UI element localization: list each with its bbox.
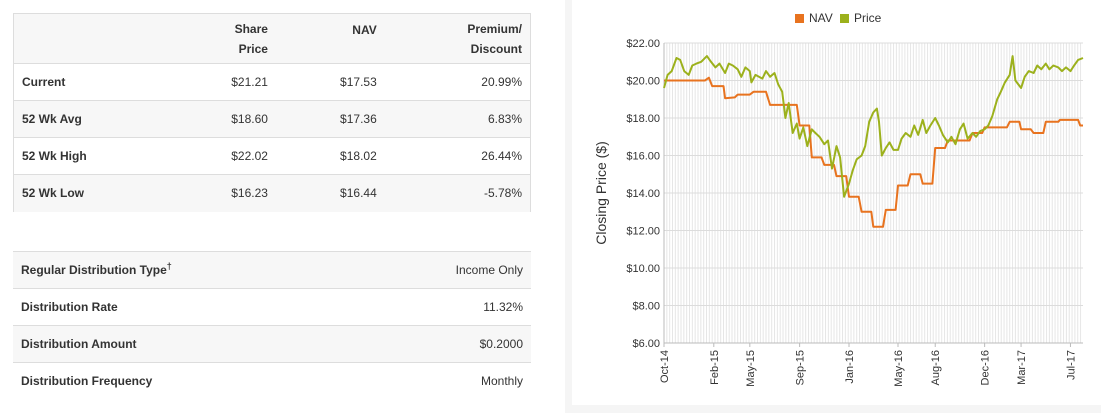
y-tick-label: $12.00 bbox=[626, 226, 660, 238]
y-tick-label: $6.00 bbox=[632, 338, 660, 350]
y-axis: $6.00 $8.00 $10.00 $12.00 $14.00 $16.00 $18.00… bbox=[626, 38, 665, 350]
distribution-frequency-value: Monthly bbox=[358, 362, 531, 400]
premium-value: 20.99% bbox=[384, 63, 531, 101]
x-tick-label: Dec-16 bbox=[980, 350, 992, 385]
row-label: Distribution Frequency bbox=[13, 362, 359, 400]
nav-value: $17.36 bbox=[277, 100, 385, 138]
share-price-value: $22.02 bbox=[133, 137, 278, 175]
header-share-price: Share Price bbox=[133, 13, 278, 64]
y-tick-label: $8.00 bbox=[632, 301, 660, 313]
distribution-table: Regular Distribution Type† Income Only D… bbox=[13, 251, 531, 400]
row-label: Regular Distribution Type† bbox=[13, 251, 359, 289]
series-line-nav bbox=[664, 76, 1083, 228]
dagger-footnote-mark: † bbox=[166, 261, 172, 271]
y-tick-label: $18.00 bbox=[626, 113, 660, 125]
share-price-value: $16.23 bbox=[133, 174, 278, 212]
x-tick-label: Jul-17 bbox=[1065, 350, 1077, 380]
table-row: 52 Wk Low $16.23 $16.44 -5.78% bbox=[13, 174, 531, 212]
price-table: Share Price NAV Premium/Discount Current … bbox=[13, 13, 531, 212]
x-axis: Oct-14 Feb-15 May-15 Sep-15 Jan-16 May-16 Aug-… bbox=[659, 342, 1083, 387]
header-label-col bbox=[13, 13, 134, 64]
premium-value: 6.83% bbox=[384, 100, 531, 138]
nav-value: $16.44 bbox=[277, 174, 385, 212]
y-tick-label: $16.00 bbox=[626, 151, 660, 163]
table-row: 52 Wk Avg $18.60 $17.36 6.83% bbox=[13, 100, 531, 138]
x-tick-label: Aug-16 bbox=[930, 350, 942, 385]
legend-swatch-price bbox=[840, 14, 849, 23]
series-line-price bbox=[663, 55, 1084, 198]
y-tick-label: $20.00 bbox=[626, 76, 660, 88]
x-tick-label: Oct-14 bbox=[659, 350, 671, 383]
distribution-rate-value: 11.32% bbox=[358, 288, 531, 326]
price-nav-chart: $6.00 $8.00 $10.00 $12.00 $14.00 $16.00 $18.00… bbox=[593, 11, 1084, 387]
share-price-value: $18.60 bbox=[133, 100, 278, 138]
header-nav: NAV bbox=[277, 13, 385, 64]
table-row: 52 Wk High $22.02 $18.02 26.44% bbox=[13, 137, 531, 175]
nav-value: $17.53 bbox=[277, 63, 385, 101]
table-row: Current $21.21 $17.53 20.99% bbox=[13, 63, 531, 101]
series-lines bbox=[663, 55, 1084, 228]
premium-value: 26.44% bbox=[384, 137, 531, 175]
table-row: Distribution Amount $0.2000 bbox=[13, 325, 531, 363]
x-tick-label: Feb-15 bbox=[709, 350, 721, 385]
y-tick-label: $10.00 bbox=[626, 263, 660, 275]
row-label: Distribution Rate bbox=[13, 288, 359, 326]
header-premium-discount: Premium/Discount bbox=[384, 13, 531, 64]
table-row: Distribution Rate 11.32% bbox=[13, 288, 531, 326]
row-label: 52 Wk High bbox=[13, 137, 134, 175]
row-label: 52 Wk Avg bbox=[13, 100, 134, 138]
y-axis-label: Closing Price ($) bbox=[593, 141, 609, 244]
x-tick-label: May-15 bbox=[745, 350, 757, 387]
x-tick-label: Mar-17 bbox=[1016, 350, 1028, 385]
row-label: 52 Wk Low bbox=[13, 174, 134, 212]
table-row: Distribution Frequency Monthly bbox=[13, 362, 531, 400]
x-tick-label: Jan-16 bbox=[844, 350, 856, 384]
row-label: Distribution Amount bbox=[13, 325, 359, 363]
chart-panel: $6.00 $8.00 $10.00 $12.00 $14.00 $16.00 $18.00… bbox=[565, 0, 1101, 413]
legend[interactable]: NAV Price bbox=[795, 11, 882, 25]
legend-swatch-nav bbox=[795, 14, 804, 23]
x-tick-label: Sep-15 bbox=[795, 350, 807, 385]
y-tick-label: $14.00 bbox=[626, 188, 660, 200]
distribution-type-value: Income Only bbox=[358, 251, 531, 289]
price-table-header-row: Share Price NAV Premium/Discount bbox=[13, 13, 531, 64]
share-price-value: $21.21 bbox=[133, 63, 278, 101]
row-label: Current bbox=[13, 63, 134, 101]
premium-value: -5.78% bbox=[384, 174, 531, 212]
nav-value: $18.02 bbox=[277, 137, 385, 175]
y-tick-label: $22.00 bbox=[626, 38, 660, 50]
fund-data-panel: Share Price NAV Premium/Discount Current … bbox=[13, 13, 531, 400]
table-row: Regular Distribution Type† Income Only bbox=[13, 251, 531, 289]
x-tick-label: May-16 bbox=[893, 350, 905, 387]
legend-label-price[interactable]: Price bbox=[854, 11, 882, 25]
legend-label-nav[interactable]: NAV bbox=[809, 11, 833, 25]
distribution-amount-value: $0.2000 bbox=[358, 325, 531, 363]
chart-container: $6.00 $8.00 $10.00 $12.00 $14.00 $16.00 $18.00… bbox=[572, 0, 1101, 405]
